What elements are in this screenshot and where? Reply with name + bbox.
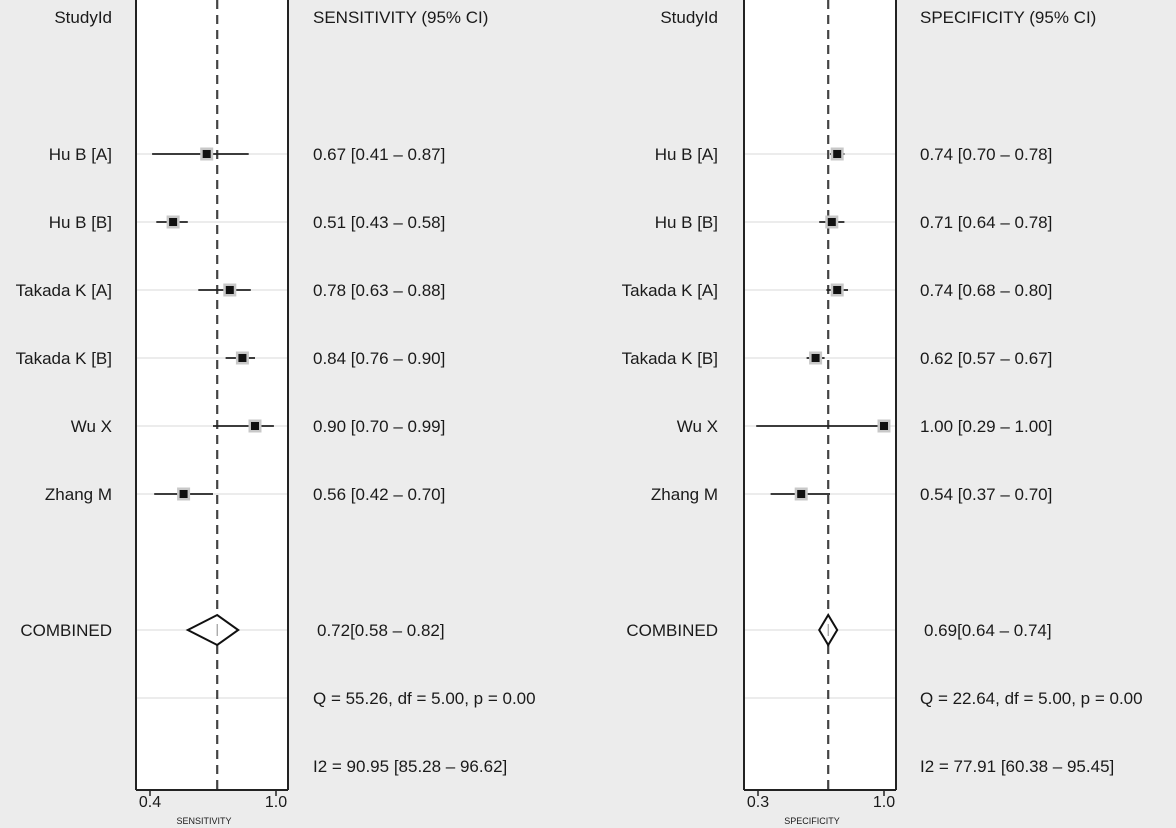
value-column-header: SPECIFICITY (95% CI) — [920, 8, 1096, 27]
x-tick-label: 0.3 — [747, 794, 769, 811]
value-column-header: SENSITIVITY (95% CI) — [313, 8, 488, 27]
study-label: Hu B [A] — [49, 145, 112, 164]
q-statistic-text: Q = 22.64, df = 5.00, p = 0.00 — [920, 689, 1143, 708]
study-value-text: 0.67 [0.41 – 0.87] — [313, 145, 445, 164]
study-value-text: 0.74 [0.68 – 0.80] — [920, 281, 1052, 300]
point-estimate — [225, 286, 234, 294]
point-estimate — [238, 354, 247, 362]
study-label: Hu B [B] — [49, 213, 112, 232]
combined-label: COMBINED — [20, 621, 112, 640]
point-estimate — [179, 490, 188, 498]
study-label: Takada K [A] — [622, 281, 718, 300]
x-tick-label: 1.0 — [265, 794, 287, 811]
combined-value-text: 0.69[0.64 – 0.74] — [924, 621, 1052, 640]
point-estimate — [797, 490, 806, 498]
x-axis-title: SENSITIVITY — [176, 816, 231, 826]
x-axis-title: SPECIFICITY — [784, 816, 840, 826]
study-label: Takada K [B] — [622, 349, 718, 368]
plot-area — [136, 0, 288, 790]
study-label: Takada K [A] — [16, 281, 112, 300]
study-label: Wu X — [71, 417, 112, 436]
study-value-text: 0.51 [0.43 – 0.58] — [313, 213, 445, 232]
study-value-text: 0.71 [0.64 – 0.78] — [920, 213, 1052, 232]
study-label: Takada K [B] — [16, 349, 112, 368]
plot-area — [744, 0, 896, 790]
study-value-text: 0.78 [0.63 – 0.88] — [313, 281, 445, 300]
x-tick-label: 0.4 — [139, 794, 161, 811]
study-label: Wu X — [677, 417, 718, 436]
study-column-header: StudyId — [660, 8, 718, 27]
study-label: Zhang M — [45, 485, 112, 504]
study-label: Hu B [A] — [655, 145, 718, 164]
point-estimate — [833, 286, 842, 294]
study-value-text: 0.84 [0.76 – 0.90] — [313, 349, 445, 368]
point-estimate — [202, 150, 211, 158]
forest-panel-specificity: StudyId SPECIFICITY (95% CI) Hu B [A] 0.74 … — [622, 0, 1143, 826]
point-estimate — [251, 422, 259, 430]
forest-panel-sensitivity: StudyId SENSITIVITY (95% CI) Hu B [A] 0.67 … — [16, 0, 536, 826]
study-value-text: 0.74 [0.70 – 0.78] — [920, 145, 1052, 164]
combined-diamond — [185, 613, 240, 647]
study-value-text: 0.62 [0.57 – 0.67] — [920, 349, 1052, 368]
study-value-text: 1.00 [0.29 – 1.00] — [920, 417, 1052, 436]
combined-label: COMBINED — [626, 621, 718, 640]
combined-value-text: 0.72[0.58 – 0.82] — [317, 621, 445, 640]
point-estimate — [169, 218, 178, 226]
study-label: Zhang M — [651, 485, 718, 504]
x-tick-label: 1.0 — [873, 794, 895, 811]
point-estimate — [811, 354, 820, 362]
i2-statistic-text: I2 = 90.95 [85.28 – 96.62] — [313, 757, 507, 776]
point-estimate — [880, 422, 888, 430]
i2-statistic-text: I2 = 77.91 [60.38 – 95.45] — [920, 757, 1114, 776]
point-estimate — [827, 218, 836, 226]
point-estimate — [833, 150, 842, 158]
study-label: Hu B [B] — [655, 213, 718, 232]
q-statistic-text: Q = 55.26, df = 5.00, p = 0.00 — [313, 689, 536, 708]
study-value-text: 0.54 [0.37 – 0.70] — [920, 485, 1052, 504]
study-value-text: 0.90 [0.70 – 0.99] — [313, 417, 445, 436]
study-column-header: StudyId — [54, 8, 112, 27]
study-value-text: 0.56 [0.42 – 0.70] — [313, 485, 445, 504]
